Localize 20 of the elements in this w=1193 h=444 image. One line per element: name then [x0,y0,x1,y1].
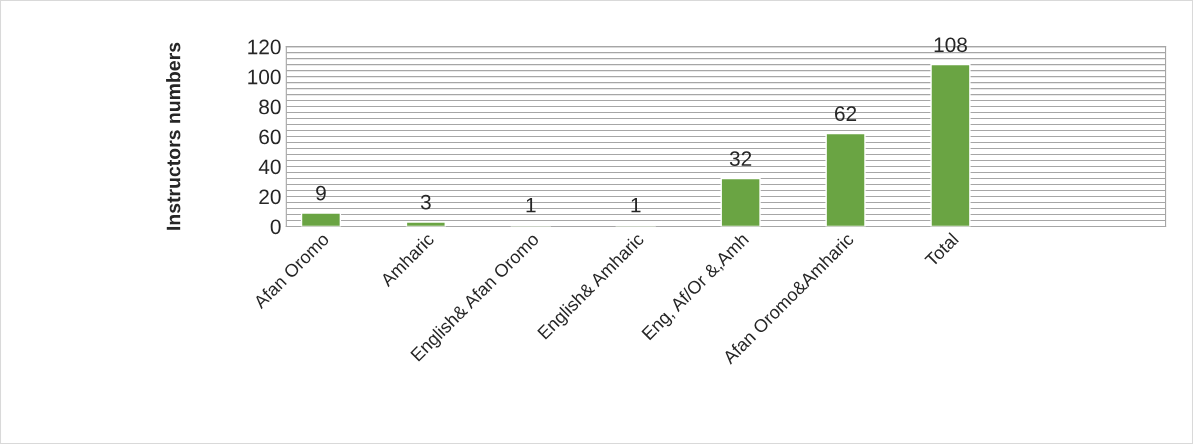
data-label: 1 [631,197,641,213]
data-label: 9 [316,185,326,201]
y-tick-label: 60 [259,129,281,145]
y-tick-label: 40 [258,159,281,175]
bar [930,63,971,227]
y-tick-label: 100 [248,69,281,85]
bar [720,177,761,227]
bar [825,132,866,227]
data-label: 32 [729,151,752,167]
y-tick-label: 120 [248,39,281,55]
data-label: 3 [420,194,431,210]
y-tick-label: 20 [259,189,281,205]
data-label: 108 [934,37,967,53]
data-label: 1 [526,197,536,213]
y-tick-label: 80 [259,99,281,115]
y-axis-title: Instructors numbers [166,42,181,230]
bar [300,212,342,227]
bar [405,221,446,227]
data-label: 62 [835,106,857,122]
y-tick-label: 0 [270,219,281,235]
